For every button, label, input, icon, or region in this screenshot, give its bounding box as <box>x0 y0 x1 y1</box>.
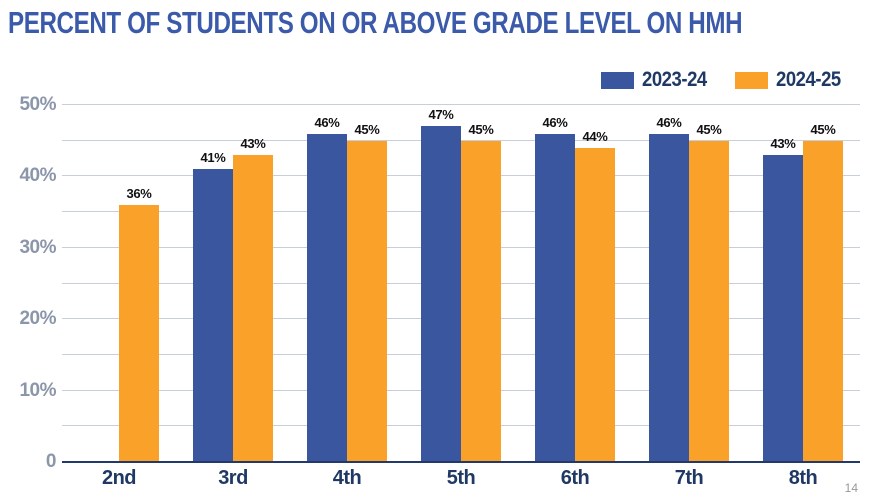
bar-value-label-2024-25-2nd: 36% <box>126 185 152 201</box>
bar-value-label-2024-25-6th: 44% <box>582 128 608 144</box>
y-tick-40: 40% <box>19 165 56 187</box>
bar-2023-24-8th <box>763 154 803 462</box>
legend-swatch-2024-25 <box>735 71 769 89</box>
bar-value-label-2023-24-7th: 46% <box>656 114 682 130</box>
plot-area: 36% 41% 43% 46% 45% 47% 45% 46% 44% 46% 45% 43% 45% <box>62 104 860 463</box>
y-tick-50: 50% <box>19 94 56 115</box>
x-tick-4th: 4th <box>332 467 362 489</box>
page-number: 14 <box>844 481 858 495</box>
bar-value-label-2024-25-4th: 45% <box>354 121 380 137</box>
bar-value-label-2024-25-3rd: 43% <box>240 135 266 151</box>
y-tick-10: 10% <box>19 379 56 401</box>
gridline-45 <box>62 139 860 141</box>
x-axis-baseline <box>62 461 860 463</box>
legend-swatch-2023-24 <box>600 71 634 89</box>
bar-2024-25-7th <box>689 140 729 462</box>
y-tick-0: 0 <box>45 451 57 472</box>
x-tick-5th: 5th <box>446 467 476 489</box>
legend-item-2024-25: 2024-25 <box>735 68 850 92</box>
x-tick-6th: 6th <box>560 467 590 489</box>
bar-2024-25-6th <box>575 147 615 462</box>
bar-value-label-2023-24-8th: 43% <box>770 135 796 151</box>
y-tick-20: 20% <box>19 308 56 330</box>
bar-value-label-2023-24-4th: 46% <box>314 114 340 130</box>
legend: 2023-24 2024-25 <box>600 68 850 92</box>
chart-title: PERCENT OF STUDENTS ON OR ABOVE GRADE LE… <box>8 5 743 40</box>
bar-2024-25-3rd <box>233 154 273 462</box>
bar-2023-24-3rd <box>193 169 233 462</box>
bar-value-label-2024-25-8th: 45% <box>810 121 836 137</box>
bar-2024-25-2nd <box>119 204 159 462</box>
bar-value-label-2023-24-5th: 47% <box>428 107 454 123</box>
bar-value-label-2023-24-6th: 46% <box>542 114 568 130</box>
bar-2024-25-8th <box>803 140 843 462</box>
x-tick-3rd: 3rd <box>218 467 248 489</box>
x-tick-8th: 8th <box>788 467 818 489</box>
bar-2023-24-4th <box>307 133 347 462</box>
legend-label-2023-24: 2023-24 <box>641 68 707 91</box>
x-tick-2nd: 2nd <box>101 467 137 489</box>
legend-item-2023-24: 2023-24 <box>600 68 716 92</box>
y-tick-30: 30% <box>19 236 56 258</box>
x-tick-7th: 7th <box>674 467 704 489</box>
legend-label-2024-25: 2024-25 <box>776 68 842 91</box>
bar-2024-25-4th <box>347 140 387 462</box>
bar-value-label-2023-24-3rd: 41% <box>200 150 226 166</box>
bar-2023-24-7th <box>649 133 689 462</box>
x-axis: 2nd 3rd 4th 5th 6th 7th 8th <box>62 467 860 490</box>
bar-2024-25-5th <box>461 140 501 462</box>
bar-2023-24-5th <box>421 126 461 462</box>
bar-value-label-2024-25-5th: 45% <box>468 121 494 137</box>
bar-value-label-2024-25-7th: 45% <box>696 121 722 137</box>
gridline-50 <box>62 104 860 105</box>
bar-2023-24-6th <box>535 133 575 462</box>
